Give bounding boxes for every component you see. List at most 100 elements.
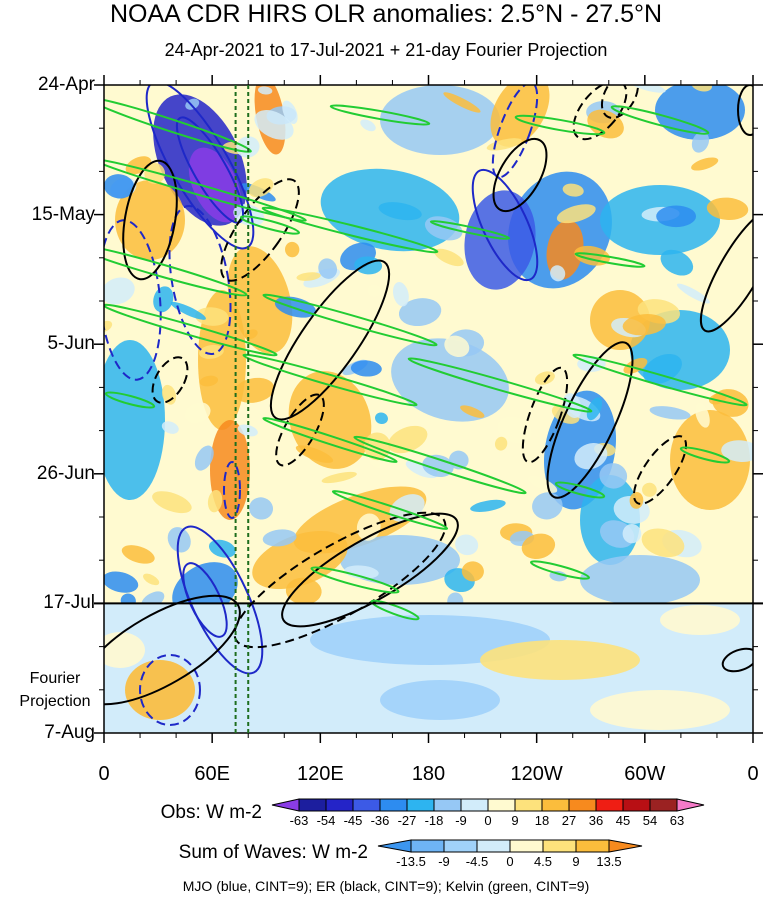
x-tick-label: 120W [510, 763, 563, 785]
obs-colorbar-end [676, 798, 705, 812]
fourier-projection-label: Fourier Projection [10, 667, 100, 713]
heatmap-cell [367, 284, 382, 298]
heatmap-cell [562, 183, 584, 197]
heatmap-cell [380, 85, 500, 155]
obs-colorbar-tick-label: 63 [669, 813, 685, 828]
heatmap-cell [599, 463, 628, 489]
er-contour [721, 647, 753, 673]
heatmap-cell [104, 174, 135, 199]
heatmap-cell [521, 533, 556, 560]
kelvin-contour [261, 206, 439, 254]
er-contour [572, 85, 628, 141]
kelvin-contour [429, 220, 511, 240]
heatmap-cell [623, 357, 648, 374]
obs-colorbar-tick-label: -18 [424, 813, 444, 828]
heatmap-cell [494, 436, 508, 451]
waves-colorbar-box [542, 839, 577, 853]
obs-colorbar-box [379, 798, 408, 812]
heatmap-cell [170, 301, 206, 320]
obs-colorbar-box [541, 798, 570, 812]
axis-ticks [94, 75, 763, 743]
heatmap-cell [152, 491, 192, 514]
waves-colorbar-box [509, 839, 544, 853]
projection-cell [660, 605, 740, 635]
mjo-contour [139, 654, 201, 726]
heatmap-cell [532, 492, 563, 520]
heatmap-cell [643, 353, 682, 384]
heatmap-cell [546, 220, 584, 280]
wave-contours [104, 85, 753, 726]
y-tick-label: 26-Jun [36, 462, 95, 484]
x-tick-label: 0 [747, 763, 759, 785]
er-contour [632, 435, 688, 505]
heatmap-cell [556, 204, 596, 224]
kelvin-contour [310, 566, 400, 594]
er-contour [122, 159, 178, 281]
waves-colorbar-box [575, 839, 610, 853]
obs-colorbar-box [622, 798, 651, 812]
heatmap-cell [199, 375, 219, 387]
waves-colorbar-tick-label: 4.5 [533, 854, 553, 869]
heatmap-cell [285, 577, 322, 605]
heatmap-cell [144, 162, 166, 184]
obs-colorbar-tick-label: -27 [397, 813, 417, 828]
x-tick-label: 120E [296, 763, 344, 785]
chart-title: NOAA CDR HIRS OLR anomalies: 2.5°N - 27.… [109, 0, 663, 28]
heatmap-cell [115, 180, 185, 260]
obs-colorbar-box [460, 798, 489, 812]
waves-colorbar-box [443, 839, 478, 853]
mjo-contour [223, 461, 241, 519]
heatmap-cell [375, 412, 388, 425]
obs-colorbar-box [514, 798, 543, 812]
obs-colorbar-box [352, 798, 381, 812]
er-contour [281, 512, 459, 628]
heatmap-cell [527, 475, 558, 493]
heatmap-cell [195, 307, 229, 326]
mjo-contour [168, 204, 232, 356]
heatmap-cell [162, 384, 177, 405]
obs-colorbar-end [271, 798, 300, 812]
heatmap-cell [248, 178, 274, 198]
obs-colorbar-tick-label: -54 [316, 813, 336, 828]
kelvin-contour [104, 97, 252, 153]
heatmap-cell [254, 110, 294, 140]
heatmap-cell [318, 258, 338, 279]
er-contour [104, 594, 241, 706]
x-tick-label: 60W [624, 763, 666, 785]
obs-colorbar-box [487, 798, 516, 812]
kelvin-contour [370, 599, 420, 621]
heatmap-cell [490, 85, 550, 147]
er-contour [521, 366, 569, 464]
heatmap-cell [443, 92, 481, 113]
heatmap-cell [227, 246, 293, 354]
obs-colorbar-tick-label: -9 [455, 813, 467, 828]
kelvin-contour [353, 435, 527, 495]
figure-caption: MJO (blue, CINT=9); ER (black, CINT=9); … [182, 878, 590, 894]
heatmap-cell [321, 471, 357, 484]
kelvin-contour [572, 353, 748, 407]
waves-colorbar-end [608, 839, 643, 853]
kelvin-contour [329, 104, 431, 126]
waves-colorbar-tick-label: -9 [438, 854, 450, 869]
heatmap-cell [497, 416, 532, 444]
heatmap-cell [627, 85, 666, 93]
kelvin-contour [240, 215, 300, 235]
kelvin-contour [242, 353, 418, 407]
heatmap-cell [257, 86, 273, 95]
er-contour [546, 341, 634, 499]
obs-colorbar-tick-label: 9 [511, 813, 519, 828]
heatmap-cell [460, 405, 485, 418]
heatmap-cell [344, 565, 379, 579]
y-tick-label: 5-Jun [47, 333, 95, 355]
heatmap-cell [153, 286, 174, 313]
kelvin-contour [574, 252, 646, 268]
heatmap-cell [574, 443, 608, 470]
projection-cell [590, 690, 730, 730]
heatmap-cell [470, 499, 506, 512]
fourier-label-line2: Projection [19, 693, 91, 710]
fourier-label-line1: Fourier [29, 670, 81, 687]
er-contour [220, 178, 300, 282]
heatmap-cell [296, 272, 321, 281]
heatmap-cell [392, 282, 409, 307]
